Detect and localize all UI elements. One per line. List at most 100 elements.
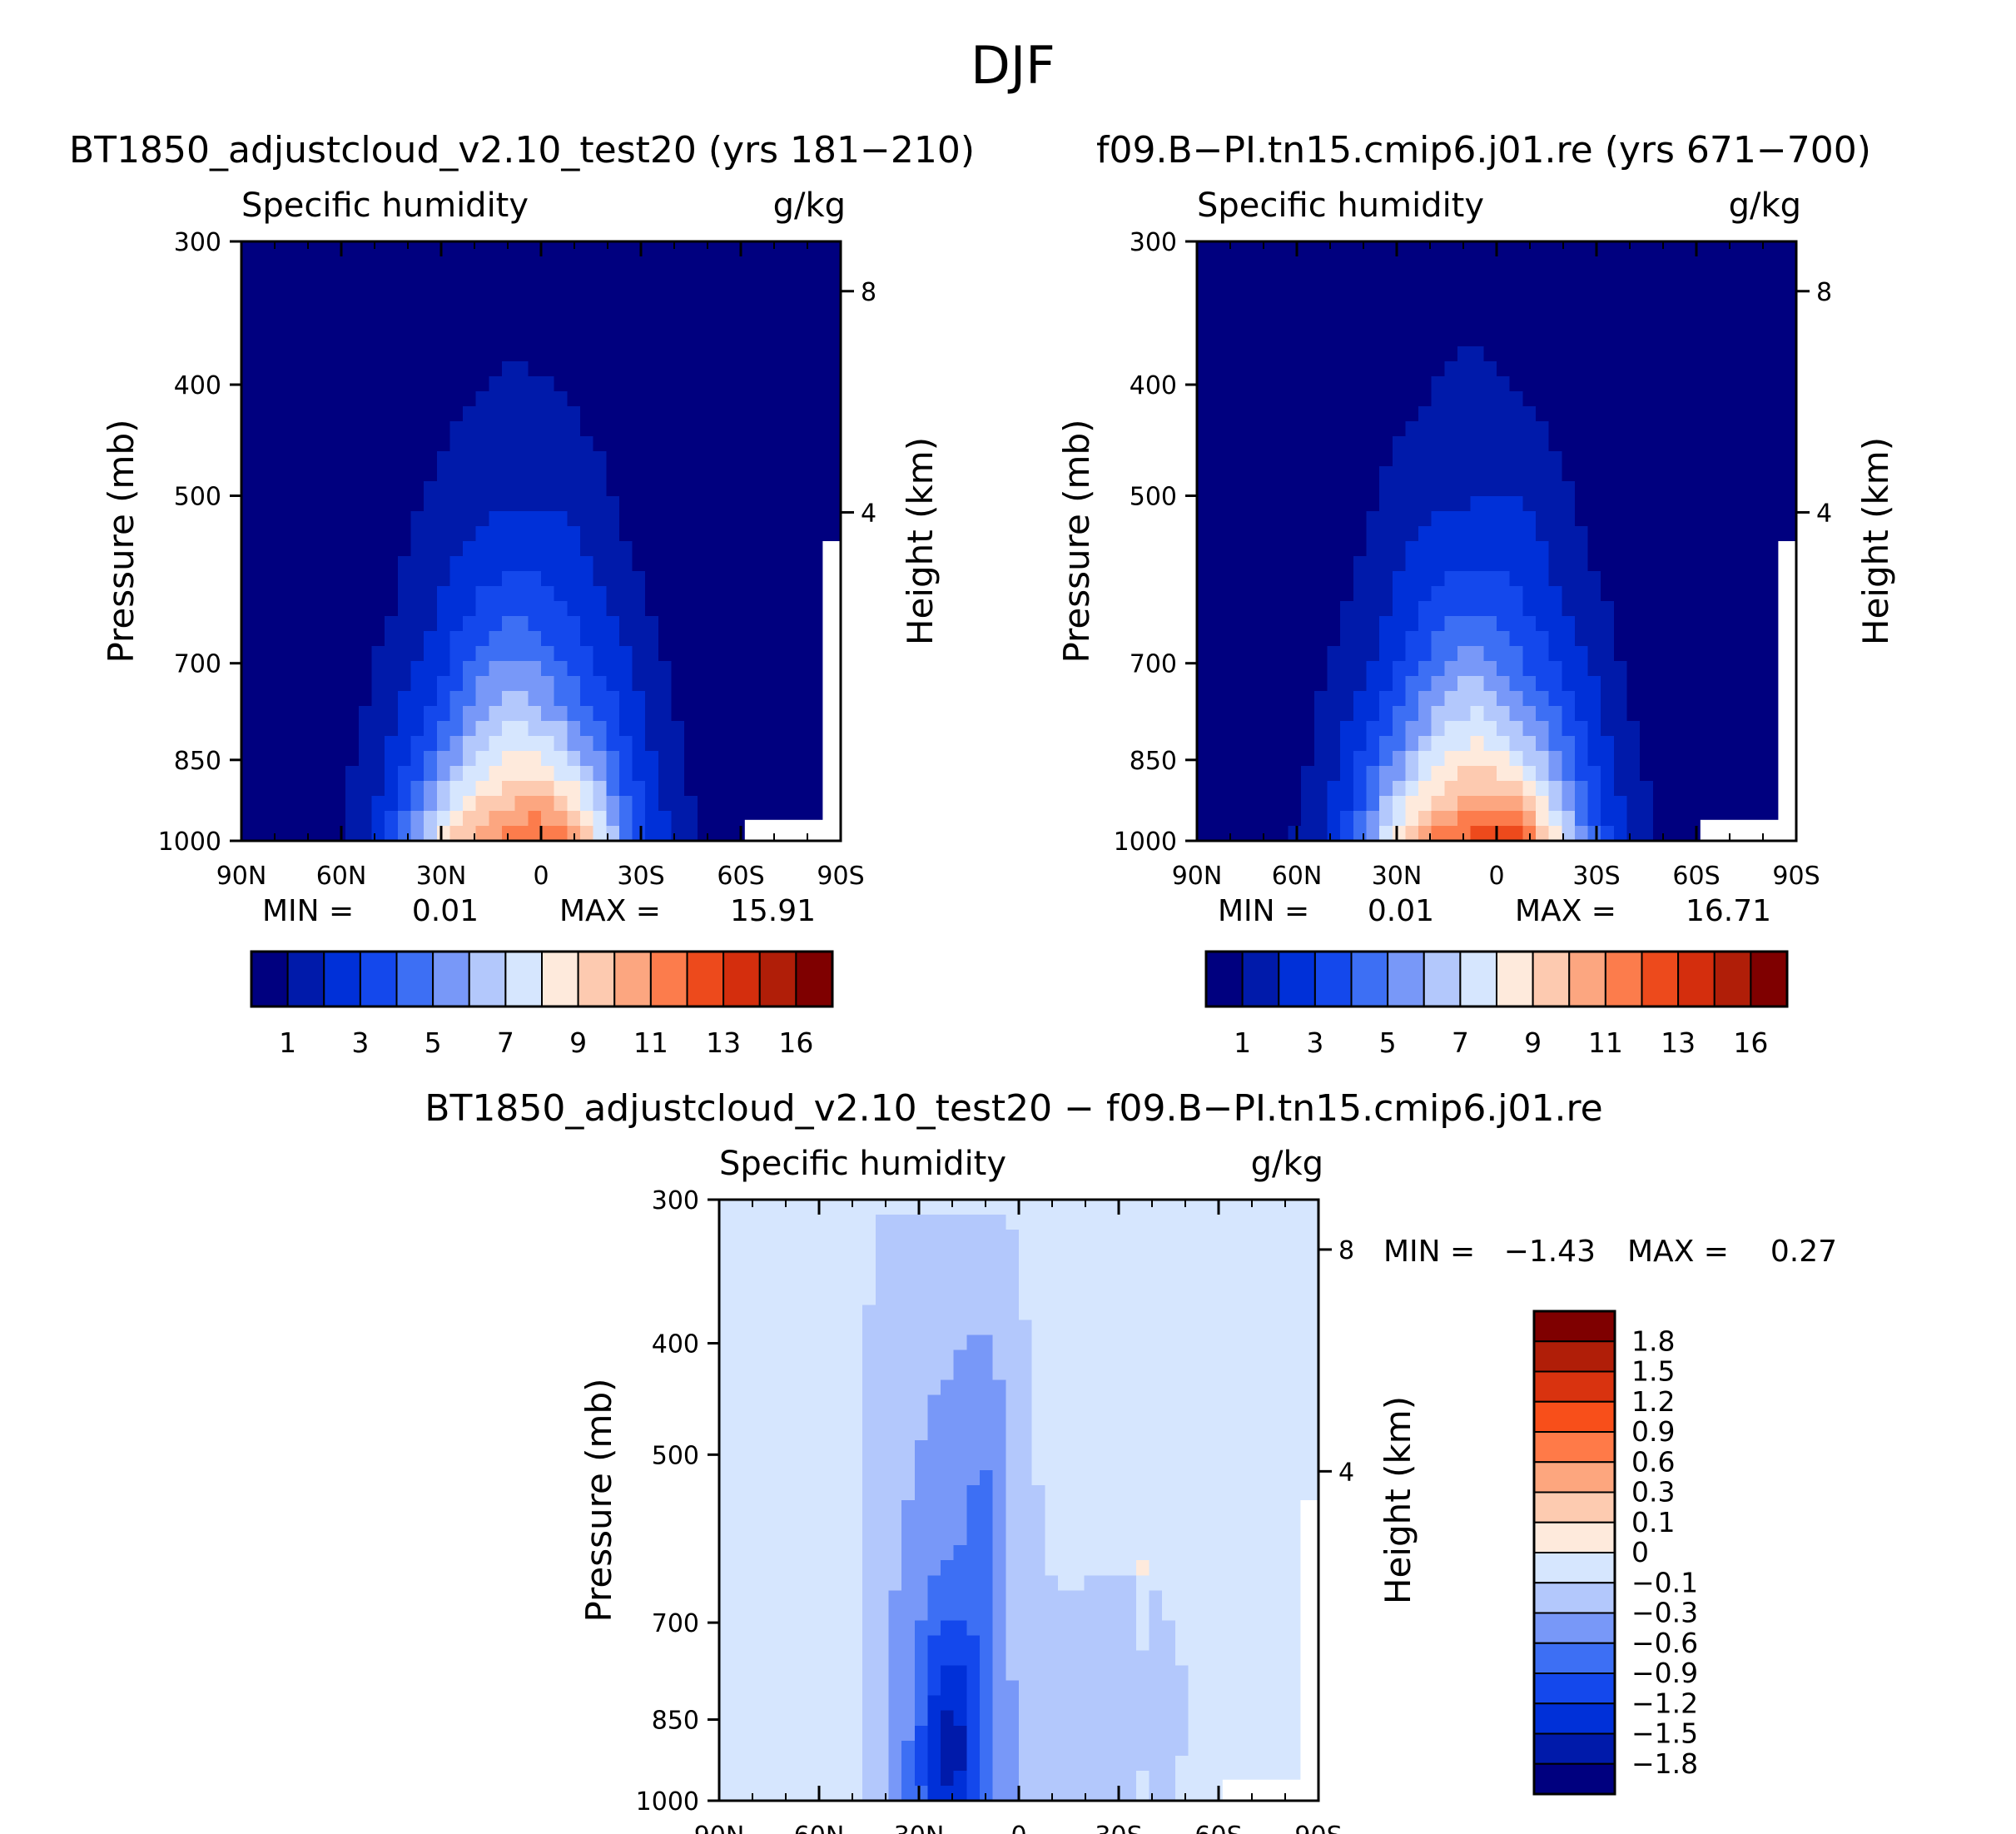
contour-cell [684, 541, 698, 557]
contour-cell [306, 436, 320, 452]
contour-cell [1110, 1275, 1124, 1290]
contour-cell [528, 511, 542, 527]
contour-cell [1457, 361, 1472, 377]
contour-cell [463, 286, 477, 302]
contour-cell [606, 586, 620, 602]
contour-cell [1123, 1545, 1137, 1561]
contour-cell [1509, 736, 1523, 752]
contour-cell [814, 511, 828, 527]
contour-cell [684, 451, 698, 467]
contour-cell [1057, 1409, 1072, 1426]
contour-cell [814, 376, 828, 392]
contour-cell [1444, 751, 1458, 767]
contour-cell [385, 451, 399, 467]
contour-cell [489, 316, 503, 332]
contour-cell [1601, 691, 1615, 707]
contour-cell [749, 721, 763, 737]
contour-cell [293, 571, 307, 587]
contour-cell [475, 706, 489, 722]
contour-cell [1548, 631, 1562, 647]
contour-cell [1666, 436, 1680, 452]
contour-cell [953, 1320, 967, 1336]
contour-cell [1640, 811, 1654, 827]
units-label: g/kg [1729, 186, 1801, 225]
contour-cell [579, 451, 594, 467]
contour-cell [719, 1260, 733, 1275]
contour-cell [319, 451, 334, 467]
contour-cell [1274, 721, 1289, 737]
contour-cell [888, 1469, 902, 1486]
contour-cell [862, 1484, 876, 1501]
contour-cell [254, 421, 268, 437]
contour-cell [1197, 826, 1211, 842]
contour-cell [757, 1230, 772, 1245]
contour-cell [554, 766, 568, 782]
contour-cell [901, 1215, 916, 1230]
contour-cell [1288, 496, 1302, 512]
contour-cell [732, 1364, 746, 1381]
contour-cell [306, 646, 320, 662]
contour-cell [1366, 436, 1380, 452]
contour-cell [1770, 436, 1784, 452]
contour-cell [1266, 1349, 1280, 1366]
contour-cell [1288, 676, 1302, 692]
contour-cell [1366, 406, 1380, 422]
contour-cell [966, 1349, 981, 1366]
contour-cell [901, 1290, 916, 1305]
contour-cell [1135, 1545, 1150, 1561]
contour-cell [1209, 451, 1224, 467]
contour-cell [823, 1215, 837, 1230]
contour-cell [241, 556, 256, 572]
contour-cell [1757, 451, 1771, 467]
contour-cell [1045, 1320, 1059, 1336]
contour-cell [966, 1484, 981, 1501]
contour-cell [875, 1484, 890, 1501]
contour-cell [645, 826, 659, 842]
contour-cell [410, 361, 425, 377]
contour-cell [1562, 271, 1576, 287]
contour-cell [1574, 781, 1589, 797]
contour-cell [1227, 1545, 1241, 1561]
contour-cell [723, 586, 737, 602]
contour-cell [1483, 376, 1497, 392]
colorbar-label: 1 [1234, 1026, 1251, 1059]
contour-cell [1174, 1215, 1189, 1230]
contour-cell [593, 361, 607, 377]
y-tick-label: 400 [174, 371, 221, 400]
contour-cell [710, 376, 724, 392]
contour-cell [528, 676, 542, 692]
contour-cell [1392, 811, 1407, 827]
contour-cell [966, 1200, 981, 1215]
contour-cell [1227, 1530, 1241, 1546]
contour-cell [1744, 406, 1758, 422]
contour-cell [1705, 466, 1719, 482]
contour-cell [966, 1500, 981, 1516]
contour-cell [1757, 496, 1771, 512]
contour-cell [345, 331, 360, 347]
contour-cell [1770, 496, 1784, 512]
contour-cell [319, 616, 334, 632]
contour-cell [1535, 331, 1550, 347]
contour-cell [710, 646, 724, 662]
contour-cell [1509, 676, 1523, 692]
contour-cell [736, 691, 751, 707]
contour-cell [658, 736, 673, 752]
contour-cell [1266, 1515, 1280, 1531]
contour-cell [1431, 661, 1445, 677]
contour-cell [1601, 421, 1615, 437]
contour-cell [827, 466, 842, 482]
contour-cell [1135, 1245, 1150, 1260]
contour-cell [814, 436, 828, 452]
contour-cell [732, 1484, 746, 1501]
contour-cell [788, 571, 802, 587]
contour-cell [280, 691, 295, 707]
contour-cell [489, 496, 503, 512]
contour-cell [1574, 826, 1589, 842]
contour-cell [1601, 721, 1615, 737]
contour-cell [514, 616, 529, 632]
contour-cell [1327, 691, 1341, 707]
contour-cell [1457, 766, 1472, 782]
contour-cell [941, 1454, 955, 1471]
contour-cell [684, 496, 698, 512]
contour-cell [775, 436, 789, 452]
